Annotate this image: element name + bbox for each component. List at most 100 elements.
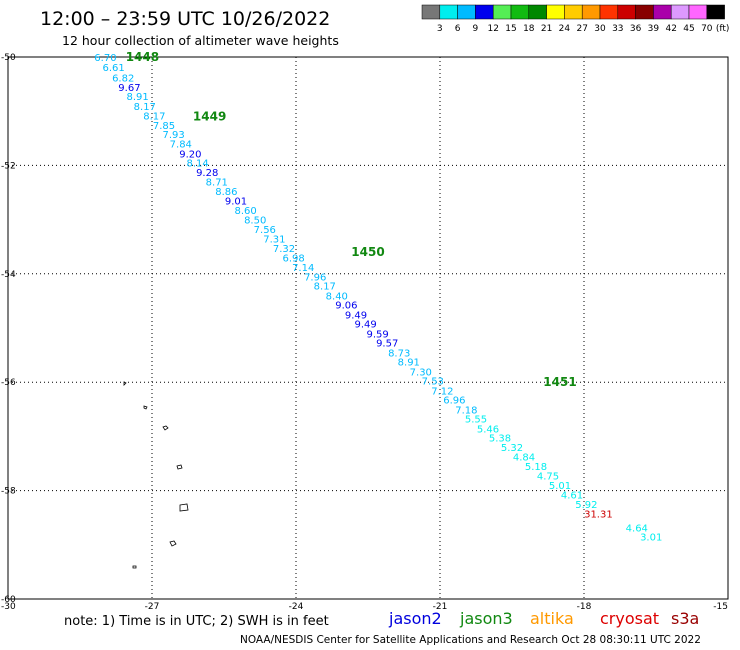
swh-label-jason3: 7.93 [162, 130, 184, 141]
color-scale-labels: 3 6 9 12 15 18 21 24 27 30 33 36 39 42 45 70 (ft) [437, 24, 729, 34]
x-tick-label: -24 [289, 602, 304, 612]
island-outline [132, 565, 137, 569]
swh-labels: 6.706.616.829.678.918.178.177.857.937.84… [94, 53, 662, 544]
swh-label-jason3: 6.98 [282, 254, 304, 265]
color-scale-label: 39 [648, 24, 660, 34]
color-scale-box [546, 4, 565, 20]
swh-label-jason3: 5.46 [477, 424, 499, 435]
y-tick-label: -50 [1, 53, 16, 63]
color-scale-unit: (ft) [716, 24, 730, 34]
satellite-name-jason3: jason3 [459, 609, 513, 628]
color-scale-label: 12 [487, 24, 498, 34]
pass-time-labels: 1448 1449 1450 1451 [126, 50, 577, 389]
color-scale-box [528, 4, 547, 20]
swh-label-jason3: 7.31 [263, 235, 285, 246]
color-scale-label: 36 [630, 24, 642, 34]
y-tick-label: -54 [1, 270, 16, 280]
swh-label-cryosat: 31.31 [584, 509, 613, 520]
swh-label-jason3: 8.17 [143, 112, 165, 123]
color-scale-label: 30 [594, 24, 606, 34]
swh-label-jason3: 5.55 [465, 415, 487, 426]
swh-label-jason3: 8.73 [388, 348, 410, 359]
color-scale-box [599, 4, 619, 20]
swh-label-jason3: 8.40 [326, 291, 348, 302]
swh-label-jason3: 8.17 [314, 282, 336, 293]
satellite-name-s3a: s3a [671, 609, 699, 628]
island-outline [123, 381, 127, 386]
color-scale-box [457, 4, 476, 20]
swh-label-jason3: 9.49 [345, 310, 367, 321]
island-outline [143, 405, 148, 410]
satellite-legend: jason2 jason3 altika cryosat s3a [388, 609, 699, 628]
footer-credit: NOAA/NESDIS Center for Satellite Applica… [240, 634, 701, 646]
swh-label-jason3: 7.56 [254, 225, 276, 236]
swh-label-jason3: 8.91 [126, 92, 148, 103]
swh-label-jason3: 9.57 [376, 339, 398, 350]
swh-label-jason3: 4.61 [561, 490, 583, 501]
color-scale-box [688, 4, 708, 20]
grid-lines [8, 57, 728, 599]
chart-title: 12:00 – 23:59 UTC 10/26/2022 [40, 8, 330, 30]
x-tick-label: -30 [1, 602, 16, 612]
color-scale-box [670, 4, 690, 20]
x-tick-label: -27 [145, 602, 160, 612]
x-tick-label: -21 [433, 602, 448, 612]
pass-time-label: 1450 [351, 245, 384, 259]
color-scale-box [492, 4, 512, 20]
swh-label-jason3: 5.18 [525, 462, 547, 473]
land-outlines [123, 381, 189, 569]
color-scale-box [653, 4, 672, 20]
color-scale-label: 18 [523, 24, 535, 34]
swh-label-jason3: 4.75 [537, 471, 559, 482]
swh-label-jason3: 8.86 [215, 187, 237, 198]
color-scale-label: 3 [437, 24, 443, 34]
swh-label-jason3: 9.06 [335, 301, 357, 312]
swh-label-jason3: 8.17 [134, 102, 156, 113]
color-scale-label: 27 [576, 24, 587, 34]
color-scale-box [617, 4, 636, 20]
color-scale-label: 33 [612, 24, 623, 34]
x-tick-labels: -30 -27 -24 -21 -18 -15 [1, 602, 728, 612]
x-tick-label: -18 [577, 602, 592, 612]
color-scale-label: 21 [541, 24, 552, 34]
color-scale-label: 6 [455, 24, 461, 34]
color-scale-box [475, 4, 494, 20]
color-scale-box [439, 4, 458, 20]
swh-label-jason3: 7.12 [431, 386, 453, 397]
footer-note: note: 1) Time is in UTC; 2) SWH is in fe… [64, 614, 329, 629]
color-scale-label: 45 [683, 24, 694, 34]
color-scale-label: 70 [701, 24, 713, 34]
satellite-name-cryosat: cryosat [600, 609, 659, 628]
swh-label-jason3: 7.84 [170, 140, 192, 151]
swh-label-jason3: 8.91 [398, 358, 420, 369]
swh-label-jason3: 7.85 [153, 121, 175, 132]
swh-label-jason3: 4.84 [513, 452, 535, 463]
swh-label-jason3: 9.01 [225, 197, 247, 208]
plot-area: -30 -27 -24 -21 -18 -15 -50 -52 -54 -56 -58 -60 6.… [1, 50, 729, 612]
swh-label-jason3: 9.28 [196, 168, 218, 179]
color-scale-label: 9 [473, 24, 479, 34]
swh-label-jason3: 5.32 [501, 443, 523, 454]
color-scale-box [564, 4, 583, 20]
x-tick-label: -15 [713, 602, 728, 612]
island-outline [169, 540, 177, 547]
island-outline [179, 503, 189, 512]
island-outline [176, 464, 183, 470]
island-outline [162, 425, 169, 431]
swh-label-jason3: 7.53 [422, 377, 444, 388]
color-scale-label: 15 [505, 24, 516, 34]
swh-label-jason3: 7.14 [292, 263, 314, 274]
satellite-name-altika: altika [530, 609, 574, 628]
satellite-name-jason2: jason2 [388, 609, 442, 628]
color-scale-label: 24 [559, 24, 571, 34]
y-tick-label: -60 [1, 595, 16, 605]
swh-label-jason3: 8.71 [206, 178, 228, 189]
pass-time-label: 1448 [126, 50, 159, 64]
y-tick-label: -52 [1, 161, 16, 171]
color-scale-label: 42 [665, 24, 676, 34]
swh-label-jason3: 8.60 [234, 206, 256, 217]
swh-label-jason3: 5.92 [575, 500, 597, 511]
swh-label-jason3: 9.49 [354, 320, 376, 331]
swh-label-jason3: 9.59 [366, 329, 388, 340]
